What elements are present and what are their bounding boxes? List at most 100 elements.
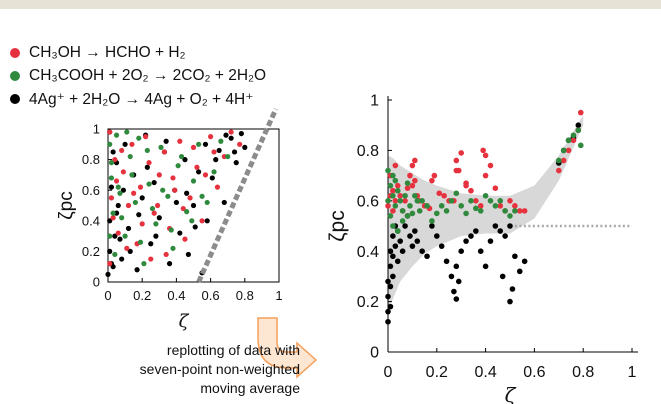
data-point <box>453 157 460 164</box>
x-axis-label: ζ <box>179 311 190 332</box>
plot-frame <box>107 128 280 283</box>
data-point <box>115 184 121 190</box>
data-point <box>512 203 518 209</box>
data-point <box>507 213 513 219</box>
data-point <box>455 278 462 285</box>
data-point <box>404 180 411 186</box>
data-point <box>113 178 120 184</box>
data-point <box>119 215 125 221</box>
data-point <box>390 192 396 199</box>
data-point <box>429 223 435 229</box>
data-point <box>482 172 489 179</box>
data-point <box>407 172 413 179</box>
data-point <box>390 187 396 194</box>
data-point <box>416 208 423 214</box>
data-point <box>112 251 118 258</box>
data-point <box>218 138 224 144</box>
data-point <box>108 160 115 166</box>
data-point <box>108 175 115 181</box>
data-point <box>208 134 214 140</box>
data-point <box>468 233 474 239</box>
data-point <box>127 153 133 160</box>
data-point <box>429 177 435 184</box>
data-point <box>151 179 157 186</box>
data-point <box>429 218 435 224</box>
data-point <box>507 298 513 305</box>
data-point <box>387 263 394 270</box>
data-point <box>453 263 460 270</box>
data-point <box>407 203 413 209</box>
data-point <box>390 208 396 214</box>
data-point <box>392 203 399 209</box>
data-point <box>242 144 248 150</box>
data-point <box>112 157 118 163</box>
data-point <box>233 160 239 166</box>
data-point <box>487 198 494 204</box>
data-point <box>431 172 438 179</box>
data-point <box>199 193 205 199</box>
data-point <box>107 248 113 254</box>
legend-label-methanol: CH₃OH → HCHO + H₂ <box>29 44 186 61</box>
data-point <box>161 149 168 155</box>
data-point <box>394 228 401 234</box>
y-tick-label: 0 <box>370 345 379 362</box>
data-point <box>387 248 394 254</box>
data-point <box>392 177 399 184</box>
data-point <box>202 172 209 178</box>
data-point <box>110 215 116 221</box>
data-point <box>105 271 111 277</box>
data-point <box>477 203 484 209</box>
data-point <box>387 303 394 310</box>
data-point <box>453 190 460 197</box>
data-point <box>115 202 121 209</box>
data-point <box>458 203 465 209</box>
x-tick-label: 0.4 <box>474 364 496 381</box>
data-point <box>487 238 494 244</box>
data-point <box>412 177 418 184</box>
data-point <box>154 202 161 209</box>
data-point <box>151 210 157 216</box>
data-point <box>194 164 200 170</box>
data-point <box>512 208 518 214</box>
data-point <box>438 203 445 209</box>
replot-annotation: replotting of data with seven-point non-… <box>118 341 300 398</box>
data-point <box>458 248 465 254</box>
data-point <box>556 157 562 164</box>
data-point <box>125 225 132 232</box>
data-point <box>190 178 197 184</box>
data-point <box>497 198 504 204</box>
data-point <box>385 198 391 204</box>
x-tick-label: 0 <box>104 288 111 303</box>
data-point <box>107 141 113 147</box>
data-point <box>107 233 113 239</box>
data-point <box>487 162 494 169</box>
data-point <box>419 248 425 254</box>
data-point <box>407 233 413 239</box>
data-point <box>139 195 145 201</box>
data-point <box>492 185 499 191</box>
data-point <box>158 144 164 150</box>
data-point <box>156 172 162 178</box>
data-point <box>117 190 123 196</box>
data-point <box>228 135 234 141</box>
data-point <box>438 243 445 249</box>
data-point <box>136 135 142 141</box>
data-point <box>213 157 219 163</box>
legend-item-methanol: CH₃OH → HCHO + H₂ <box>10 42 186 64</box>
data-point <box>477 248 484 254</box>
data-point <box>124 245 130 251</box>
data-point <box>463 238 469 244</box>
data-point <box>202 141 209 147</box>
data-point <box>137 184 144 190</box>
data-point <box>108 184 115 190</box>
data-point <box>385 308 391 315</box>
top-rule <box>0 0 661 9</box>
data-point <box>141 261 147 267</box>
data-point <box>144 164 150 170</box>
data-point <box>185 251 191 258</box>
data-point <box>468 198 474 204</box>
data-point <box>434 210 440 217</box>
data-point <box>409 162 416 169</box>
data-point <box>165 193 171 199</box>
